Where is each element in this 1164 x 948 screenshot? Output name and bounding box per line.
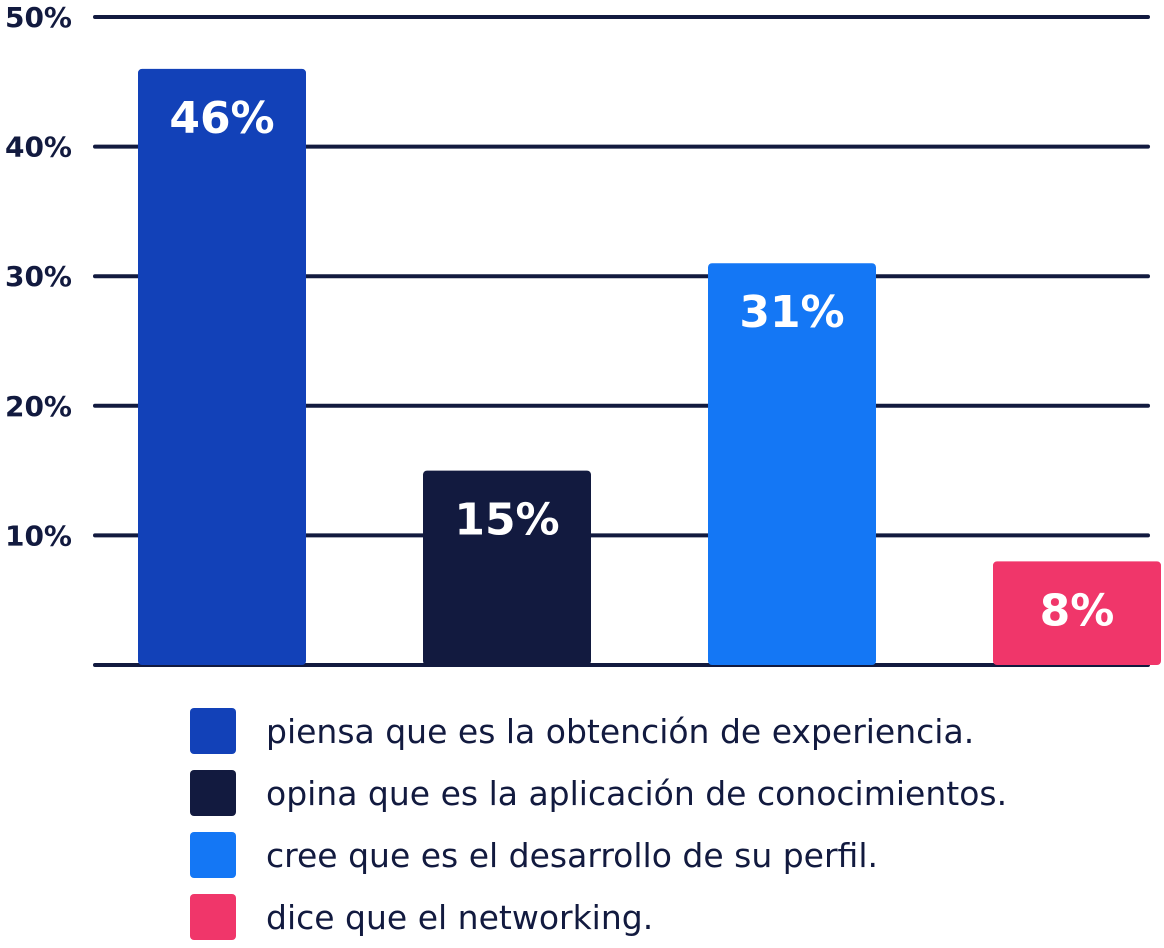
legend: piensa que es la obtención de experienci…	[190, 700, 1150, 948]
legend-swatch	[190, 894, 236, 940]
bar-value-label: 15%	[454, 495, 559, 546]
y-tick-label: 10%	[5, 519, 72, 552]
bar	[423, 470, 591, 665]
y-axis-tick-labels: 10% 20% 30% 40% 50%	[5, 1, 72, 552]
y-tick-label: 50%	[5, 1, 72, 34]
legend-swatch	[190, 770, 236, 816]
legend-item: opina que es la aplicación de conocimien…	[190, 762, 1150, 824]
legend-label: opina que es la aplicación de conocimien…	[266, 773, 1008, 813]
y-tick-label: 30%	[5, 260, 72, 293]
legend-label: piensa que es la obtención de experienci…	[266, 711, 975, 751]
y-tick-label: 40%	[5, 131, 72, 164]
bar	[708, 263, 876, 665]
value-labels: 46% 15% 31% 8%	[169, 93, 1114, 636]
legend-item: piensa que es la obtención de experienci…	[190, 700, 1150, 762]
legend-swatch	[190, 708, 236, 754]
bar-value-label: 31%	[739, 287, 844, 338]
bar	[993, 561, 1161, 665]
bars	[138, 68, 1161, 666]
legend-item: cree que es el desarrollo de su perfil.	[190, 824, 1150, 886]
legend-swatch	[190, 832, 236, 878]
bar-chart: 10% 20% 30% 40% 50% 46% 15% 31% 8%	[5, 1, 1161, 667]
bar	[138, 68, 306, 666]
legend-label: dice que el networking.	[266, 897, 654, 937]
y-tick-label: 20%	[5, 390, 72, 423]
bar-value-label: 8%	[1040, 585, 1115, 636]
bar-value-label: 46%	[169, 93, 274, 144]
legend-item: dice que el networking.	[190, 886, 1150, 948]
legend-label: cree que es el desarrollo de su perfil.	[266, 835, 878, 875]
